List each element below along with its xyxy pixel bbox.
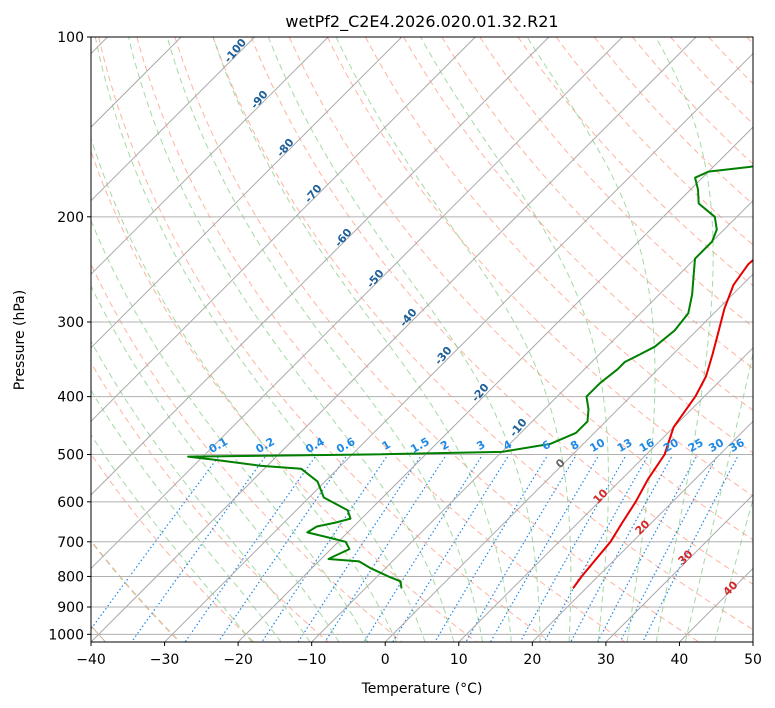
dry-adiabat-line	[365, 37, 753, 454]
isotherm-line	[237, 126, 753, 642]
moist-adiabat-line	[267, 37, 541, 642]
moist-adiabat-line	[166, 37, 484, 642]
moist-adiabat-line	[91, 340, 311, 642]
isotherm-line	[605, 494, 753, 642]
x-tick-label: 50	[744, 652, 762, 668]
x-tick-label: −30	[150, 652, 180, 668]
dry-adiabat-line	[91, 150, 477, 642]
y-tick-label: 700	[57, 535, 84, 551]
moist-adiabat-line	[128, 37, 455, 642]
dry-adiabat-line	[555, 37, 753, 246]
y-axis: 100 200 300 400 500 600 700 800 900 1000	[48, 30, 91, 643]
dry-adiabat-line	[136, 37, 626, 642]
moist-adiabat-line	[526, 37, 656, 642]
y-tick-label: 600	[57, 495, 84, 511]
isotherm-line	[752, 641, 753, 642]
temperature-profile	[572, 258, 753, 589]
mixing-ratio-line	[619, 456, 718, 642]
plot-frame	[90, 36, 754, 643]
mixing-ratio-line	[297, 456, 421, 642]
y-tick-label: 100	[57, 30, 84, 46]
mixing-ratio-line	[642, 456, 738, 642]
mixing-ratio-line	[184, 456, 316, 642]
isotherm-line	[91, 37, 329, 275]
moist-adiabat-line	[655, 37, 714, 642]
x-axis-label: Temperature (°C)	[361, 681, 483, 697]
moist-adiabat-line	[212, 37, 512, 642]
isotherm-line	[91, 37, 476, 423]
moist-adiabats	[91, 37, 753, 642]
mixing-ratio-lines	[91, 456, 738, 642]
moist-adiabat-line	[91, 284, 340, 642]
dry-adiabat-line	[479, 37, 753, 328]
isotherm-line	[91, 37, 550, 496]
isotherm-line	[91, 37, 403, 349]
x-tick-label: 0	[381, 652, 390, 668]
moist-adiabat-line	[714, 497, 753, 642]
moist-adiabat-line	[91, 433, 253, 642]
isotherm-line	[384, 273, 753, 642]
dry-adiabat-line	[288, 37, 753, 541]
x-tick-label: −10	[297, 652, 327, 668]
x-tick-label: 40	[671, 652, 689, 668]
moist-adiabat-line	[335, 37, 572, 642]
mixing-ratio-line	[465, 456, 576, 642]
isotherm-line	[91, 37, 623, 570]
y-tick-label: 200	[57, 210, 84, 226]
y-axis-label: Pressure (hPa)	[12, 290, 28, 390]
y-tick-label: 800	[57, 569, 84, 585]
dry-adiabat-line	[91, 263, 403, 642]
mixing-ratio-line	[519, 456, 626, 642]
moist-adiabat-line	[420, 37, 609, 642]
mixing-ratio-line	[324, 456, 446, 642]
y-tick-label: 300	[57, 315, 84, 331]
isotherm-line	[91, 37, 697, 642]
mixing-ratio-line	[434, 456, 548, 642]
mixing-ratio-line	[543, 456, 648, 642]
mixing-ratio-line	[597, 456, 697, 642]
x-tick-label: −20	[223, 652, 253, 668]
moist-adiabat-line	[91, 389, 282, 642]
isotherm-line	[91, 37, 256, 202]
dry-adiabat-line	[326, 37, 753, 497]
x-tick-label: −40	[76, 652, 106, 668]
moist-adiabat-line	[91, 219, 369, 642]
chart-title: wetPf2_C2E4.2026.020.01.32.R21	[285, 12, 558, 32]
mixing-ratio-line	[363, 456, 482, 642]
isotherms	[91, 37, 753, 642]
mixing-ratio-line	[217, 456, 347, 642]
dry-adiabat-line	[593, 37, 753, 205]
x-axis: −40 −30 −20 −10 0 10 20 30 40 50	[76, 642, 762, 668]
isotherm-line	[458, 347, 753, 642]
isotherm-line	[164, 52, 753, 642]
y-tick-label: 500	[57, 448, 84, 464]
isotherm-line	[531, 420, 753, 642]
dry-adiabat-line	[98, 37, 551, 642]
dry-adiabat-line	[174, 37, 700, 642]
mixing-ratio-line	[392, 456, 509, 642]
isotherm-line	[311, 199, 753, 642]
x-tick-label: 10	[450, 652, 468, 668]
x-tick-label: 20	[523, 652, 541, 668]
dewpoint-profile	[187, 165, 753, 589]
profile-series	[187, 165, 753, 589]
dry-adiabat-line	[250, 37, 753, 585]
plot-background	[91, 37, 753, 642]
y-tick-label: 1000	[48, 627, 84, 643]
y-tick-label: 900	[57, 600, 84, 616]
y-tick-label: 400	[57, 390, 84, 406]
moist-adiabat-line	[94, 37, 426, 642]
mixing-ratio-line	[261, 456, 387, 642]
x-tick-label: 30	[597, 652, 615, 668]
